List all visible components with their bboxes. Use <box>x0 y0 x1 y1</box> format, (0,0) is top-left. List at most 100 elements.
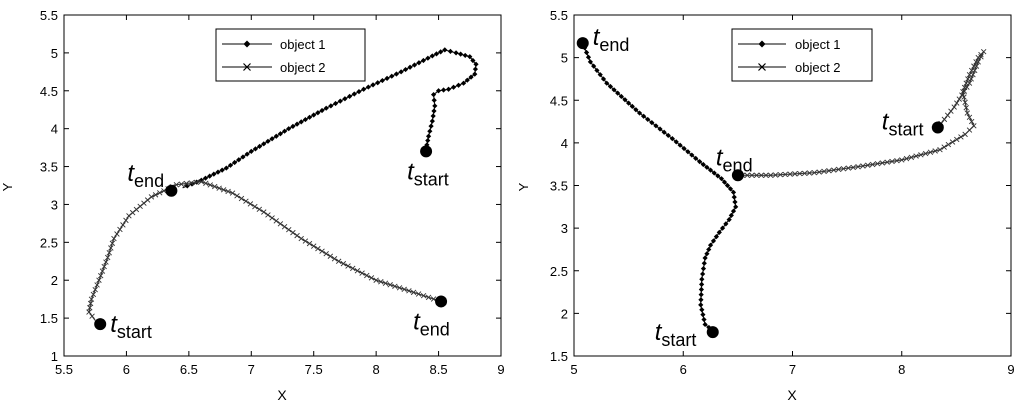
marker-x <box>319 248 325 254</box>
endpoint-label-sub: start <box>117 322 152 342</box>
marker-x <box>87 300 94 307</box>
marker-x <box>90 291 97 298</box>
legend-label-object-1-right: object 1 <box>795 37 841 52</box>
marker-x <box>797 170 803 177</box>
endpoint-label-end: tend <box>127 160 164 191</box>
marker-diamond <box>398 69 404 75</box>
marker-x <box>831 167 837 173</box>
marker-diamond <box>704 251 710 257</box>
marker-diamond <box>645 116 651 123</box>
legend-box-right <box>731 28 873 82</box>
marker-diamond <box>223 165 229 171</box>
marker-diamond <box>432 103 438 109</box>
marker-diamond <box>356 89 362 95</box>
marker-x <box>845 165 852 171</box>
legend-marker-object-2-left <box>243 63 251 71</box>
x-tick-label: 8 <box>898 362 905 377</box>
marker-x <box>420 292 427 299</box>
series-markers-object-1 <box>184 47 479 189</box>
endpoint-label-t: t <box>593 24 601 51</box>
marker-diamond <box>236 157 242 163</box>
marker-x <box>106 250 112 256</box>
marker-x <box>973 63 980 69</box>
legend-label-object-2-left: object 2 <box>280 60 326 75</box>
marker-diamond <box>265 138 271 144</box>
y-tick-label: 5.5 <box>550 8 568 23</box>
marker-diamond <box>425 137 431 144</box>
marker-x <box>111 235 117 242</box>
marker-x <box>406 288 412 294</box>
marker-x <box>269 215 275 221</box>
endpoint-label-t: t <box>413 308 421 335</box>
marker-diamond <box>597 72 603 78</box>
marker-x <box>944 112 951 118</box>
marker-diamond <box>700 161 706 168</box>
marker-diamond <box>726 217 732 223</box>
endpoint-label-end: tend <box>593 24 630 55</box>
marker-x <box>966 114 973 121</box>
marker-diamond <box>460 80 467 86</box>
marker-x <box>378 279 384 285</box>
marker-x <box>932 148 938 154</box>
marker-x <box>396 285 403 291</box>
marker-x <box>971 123 977 129</box>
marker-x <box>238 195 245 202</box>
marker-x <box>345 263 351 269</box>
series-markers-object-2 <box>735 48 987 178</box>
y-tick-label: 2 <box>561 306 568 321</box>
marker-x <box>216 185 222 191</box>
marker-diamond <box>731 194 737 200</box>
marker-diamond <box>715 173 721 179</box>
marker-x <box>922 150 929 157</box>
endpoint-label-sub: start <box>888 120 923 140</box>
marker-diamond <box>447 48 454 54</box>
marker-x <box>787 171 793 177</box>
endpoint-label-end: tend <box>716 144 753 175</box>
marker-diamond <box>732 199 738 205</box>
marker-diamond <box>332 100 339 107</box>
marker-x <box>350 265 356 272</box>
marker-diamond <box>302 116 308 123</box>
y-tick-label: 1.5 <box>40 311 58 326</box>
marker-x <box>306 240 313 247</box>
marker-diamond <box>467 54 473 60</box>
marker-x <box>94 282 100 288</box>
marker-diamond <box>724 182 731 189</box>
marker-diamond <box>211 171 217 177</box>
marker-x <box>86 309 92 315</box>
marker-diamond <box>294 121 300 127</box>
marker-diamond <box>306 114 313 120</box>
marker-diamond <box>361 86 367 92</box>
y-tick-label: 1.5 <box>550 349 568 364</box>
marker-x <box>315 245 321 252</box>
tick-layer-right: 5 6 7 8 9 1.5 2 2.5 3 3.5 4 4.5 5 5.5 <box>550 8 1015 377</box>
marker-diamond <box>416 60 422 66</box>
marker-diamond <box>431 108 437 114</box>
marker-x <box>772 172 779 178</box>
marker-x <box>188 180 195 186</box>
marker-diamond <box>389 73 395 79</box>
marker-x <box>968 76 974 82</box>
x-axis-label-left: X <box>277 387 287 403</box>
marker-diamond <box>472 66 479 72</box>
marker-diamond <box>407 64 413 70</box>
marker-diamond <box>633 107 639 113</box>
marker-x <box>963 104 969 111</box>
marker-diamond <box>411 62 418 68</box>
marker-x <box>117 226 123 233</box>
marker-diamond <box>458 51 464 57</box>
marker-x <box>874 160 881 167</box>
marker-x <box>368 275 375 281</box>
marker-diamond <box>298 119 304 125</box>
y-tick-label: 3 <box>561 221 568 236</box>
x-tick-label: 5 <box>570 362 577 377</box>
marker-diamond <box>701 260 707 266</box>
marker-diamond <box>706 324 712 331</box>
marker-diamond <box>315 110 321 116</box>
marker-diamond <box>702 255 708 261</box>
marker-diamond <box>718 176 725 182</box>
marker-x <box>903 155 910 162</box>
marker-x <box>850 164 856 171</box>
marker-diamond <box>379 77 385 84</box>
